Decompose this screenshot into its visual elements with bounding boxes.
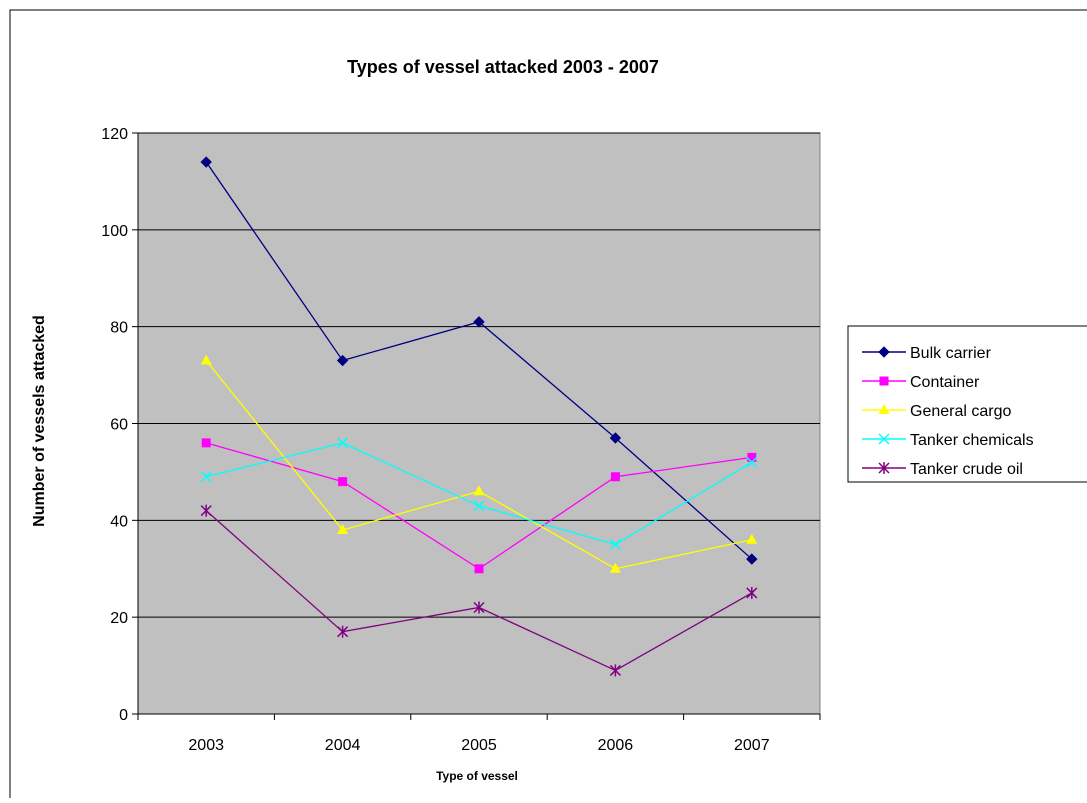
x-tick-label: 2005 (461, 737, 497, 754)
legend-label: Tanker chemicals (910, 432, 1034, 449)
data-point (200, 471, 212, 483)
data-point (609, 539, 621, 551)
series-1 (201, 438, 757, 574)
legend-item: Container (862, 374, 980, 391)
data-point (609, 562, 621, 573)
y-tick-label: 80 (110, 320, 128, 337)
data-point (746, 456, 758, 468)
legend-item: Tanker chemicals (862, 432, 1034, 449)
plot-area: 0 20 40 60 80 100 120 2003 2004 2005 2006 2007 (101, 126, 821, 754)
data-point (746, 553, 758, 565)
data-point (609, 432, 622, 444)
x-tick-label: 2004 (325, 737, 361, 754)
legend-label: Tanker crude oil (910, 461, 1023, 478)
y-tick-label: 60 (110, 417, 128, 434)
legend-marker (878, 462, 890, 474)
x-tick-label: 2003 (188, 737, 224, 754)
x-tick-label: 2006 (598, 737, 634, 754)
series-3 (200, 437, 758, 551)
data-point (337, 437, 349, 449)
data-point (200, 156, 212, 168)
data-point (746, 533, 758, 544)
legend-marker (878, 404, 890, 414)
legend-marker (878, 346, 890, 358)
data-point (473, 601, 485, 614)
legend-label: Container (910, 374, 980, 391)
data-point (474, 564, 484, 574)
data-point (337, 524, 349, 535)
legend-label: Bulk carrier (910, 345, 992, 362)
chart-title: Types of vessel attacked 2003 - 2007 (347, 57, 659, 77)
series-4 (200, 504, 758, 677)
data-point (336, 354, 349, 367)
series-0 (200, 156, 758, 565)
y-axis-label: Number of vessels attacked (31, 315, 48, 527)
y-tick-label: 40 (110, 513, 128, 530)
y-tick-label: 20 (110, 610, 128, 627)
series-2 (200, 354, 758, 573)
data-point (338, 477, 348, 487)
x-tick-label: 2007 (734, 737, 770, 754)
legend-marker (878, 433, 890, 445)
data-point (609, 664, 621, 677)
y-tick-label: 0 (119, 707, 128, 724)
data-point (473, 500, 485, 512)
data-point (200, 354, 212, 365)
data-point (473, 485, 485, 496)
legend: Bulk carrier Container General cargo Tanker… (847, 325, 1087, 483)
data-point (337, 625, 349, 638)
y-tick-label: 120 (101, 126, 128, 143)
data-point (201, 438, 211, 448)
legend-item: Tanker crude oil (862, 461, 1023, 478)
legend-item: General cargo (862, 403, 1011, 420)
x-axis-label: Type of vessel (436, 769, 518, 783)
data-point (200, 504, 212, 517)
legend-item: Bulk carrier (862, 345, 992, 362)
data-point (746, 586, 758, 599)
data-point (473, 316, 485, 328)
y-tick-label: 100 (101, 223, 128, 240)
data-point (747, 452, 757, 462)
legend-marker (879, 376, 889, 386)
data-point (610, 472, 620, 482)
legend-label: General cargo (910, 403, 1011, 420)
